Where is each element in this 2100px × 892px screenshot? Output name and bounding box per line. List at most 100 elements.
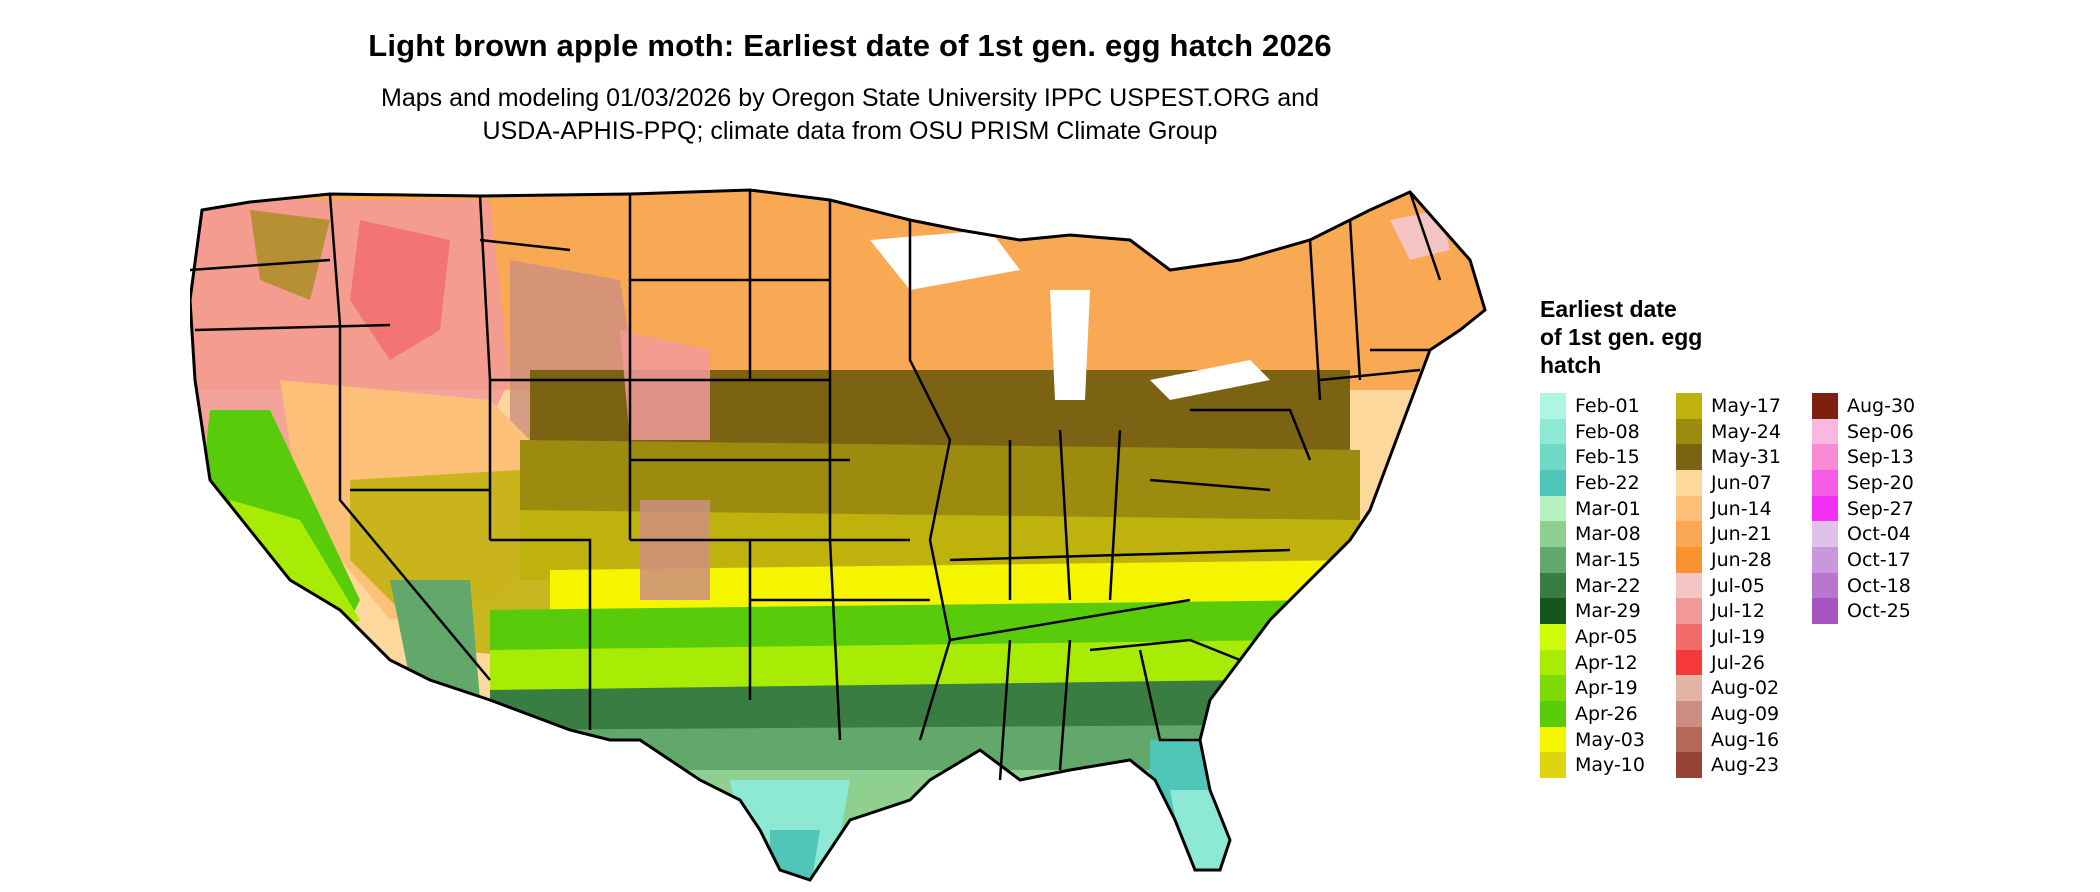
legend-columns: Feb-01 Feb-08 Feb-15 Feb-22 Mar-01 Mar-0…	[1540, 392, 2080, 779]
state-borders	[190, 190, 1442, 781]
legend-swatch	[1540, 444, 1566, 471]
legend-swatch	[1812, 546, 1838, 573]
legend-label: Mar-01	[1575, 497, 1641, 520]
legend-swatch	[1812, 469, 1838, 496]
legend-label: May-17	[1711, 394, 1781, 417]
legend-swatch	[1540, 726, 1566, 753]
legend-item: Apr-12	[1540, 649, 1668, 676]
legend-item: Mar-29	[1540, 598, 1668, 625]
legend-item: Feb-15	[1540, 444, 1668, 471]
legend-label: Aug-23	[1711, 754, 1780, 777]
legend-label: Jun-14	[1711, 497, 1772, 520]
legend-swatch	[1676, 418, 1702, 445]
legend: Earliest date of 1st gen. egg hatch Feb-…	[1540, 295, 2080, 779]
legend-label: May-31	[1711, 446, 1781, 469]
legend-swatch	[1540, 752, 1566, 779]
legend-item: Feb-08	[1540, 418, 1668, 445]
legend-swatch	[1676, 649, 1702, 676]
legend-item: May-31	[1676, 444, 1804, 471]
legend-column-2: May-17 May-24 May-31 Jun-07 Jun-14 Jun-2…	[1676, 392, 1804, 779]
legend-swatch	[1540, 598, 1566, 625]
legend-label: Aug-16	[1711, 728, 1780, 751]
legend-swatch	[1812, 495, 1838, 522]
legend-swatch	[1676, 521, 1702, 548]
legend-label: Sep-06	[1847, 420, 1914, 443]
legend-label: Feb-08	[1575, 420, 1640, 443]
legend-item: Mar-15	[1540, 546, 1668, 573]
legend-item: Aug-30	[1812, 392, 1940, 419]
legend-swatch	[1676, 469, 1702, 496]
legend-label: Apr-12	[1575, 651, 1638, 674]
map-title: Light brown apple moth: Earliest date of…	[368, 28, 1332, 63]
legend-swatch	[1812, 444, 1838, 471]
legend-item: May-10	[1540, 752, 1668, 779]
legend-swatch	[1540, 469, 1566, 496]
legend-item: Jun-28	[1676, 546, 1804, 573]
legend-item: Jul-05	[1676, 572, 1804, 599]
legend-swatch	[1676, 598, 1702, 625]
legend-swatch	[1676, 444, 1702, 471]
map-subtitle: Maps and modeling 01/03/2026 by Oregon S…	[0, 82, 1700, 148]
legend-item: Apr-26	[1540, 701, 1668, 728]
legend-swatch	[1676, 752, 1702, 779]
map-bands	[190, 190, 1485, 880]
legend-swatch	[1540, 649, 1566, 676]
legend-item: Apr-05	[1540, 624, 1668, 651]
legend-label: Oct-25	[1847, 600, 1911, 623]
legend-item: Jun-14	[1676, 495, 1804, 522]
legend-label: Sep-20	[1847, 471, 1914, 494]
legend-item: Jul-26	[1676, 649, 1804, 676]
legend-label: Jul-05	[1711, 574, 1765, 597]
legend-label: Mar-08	[1575, 523, 1641, 546]
legend-item: Oct-25	[1812, 598, 1940, 625]
subtitle-line-1: Maps and modeling 01/03/2026 by Oregon S…	[381, 84, 1319, 112]
legend-label: May-24	[1711, 420, 1781, 443]
subtitle-line-2: USDA-APHIS-PPQ; climate data from OSU PR…	[482, 117, 1218, 145]
legend-item: Sep-06	[1812, 418, 1940, 445]
legend-item: Sep-27	[1812, 495, 1940, 522]
legend-item: Feb-22	[1540, 469, 1668, 496]
legend-item: Mar-08	[1540, 521, 1668, 548]
legend-label: Jul-12	[1711, 600, 1765, 623]
legend-label: Aug-02	[1711, 677, 1780, 700]
legend-label: Apr-05	[1575, 626, 1638, 649]
legend-item: Sep-13	[1812, 444, 1940, 471]
us-map-svg	[190, 188, 1487, 882]
legend-column-3: Aug-30 Sep-06 Sep-13 Sep-20 Sep-27 Oct-0…	[1812, 392, 1940, 778]
legend-item: Oct-17	[1812, 546, 1940, 573]
legend-swatch	[1676, 701, 1702, 728]
legend-label: Jul-19	[1711, 626, 1765, 649]
legend-label: Apr-26	[1575, 703, 1638, 726]
legend-item: Feb-01	[1540, 392, 1668, 419]
legend-label: Feb-01	[1575, 394, 1640, 417]
legend-item: Sep-20	[1812, 469, 1940, 496]
legend-label: Oct-17	[1847, 548, 1911, 571]
legend-column-1: Feb-01 Feb-08 Feb-15 Feb-22 Mar-01 Mar-0…	[1540, 392, 1668, 779]
legend-item: Oct-18	[1812, 572, 1940, 599]
legend-swatch	[1812, 521, 1838, 548]
legend-item: Mar-22	[1540, 572, 1668, 599]
legend-swatch	[1812, 598, 1838, 625]
legend-item: Jun-07	[1676, 469, 1804, 496]
legend-item: Aug-09	[1676, 701, 1804, 728]
legend-label: Oct-18	[1847, 574, 1911, 597]
legend-label: Jun-07	[1711, 471, 1772, 494]
legend-item: Apr-19	[1540, 675, 1668, 702]
legend-label: Mar-15	[1575, 548, 1641, 571]
legend-item: May-03	[1540, 726, 1668, 753]
legend-swatch	[1540, 521, 1566, 548]
legend-swatch	[1676, 546, 1702, 573]
legend-swatch	[1676, 726, 1702, 753]
legend-item: Oct-04	[1812, 521, 1940, 548]
legend-swatch	[1540, 572, 1566, 599]
legend-swatch	[1540, 495, 1566, 522]
legend-swatch	[1540, 675, 1566, 702]
legend-swatch	[1676, 495, 1702, 522]
legend-item: May-24	[1676, 418, 1804, 445]
country-outline	[190, 188, 1487, 882]
legend-swatch	[1812, 572, 1838, 599]
legend-label: Aug-09	[1711, 703, 1780, 726]
legend-swatch	[1540, 701, 1566, 728]
legend-swatch	[1540, 418, 1566, 445]
legend-item: Mar-01	[1540, 495, 1668, 522]
